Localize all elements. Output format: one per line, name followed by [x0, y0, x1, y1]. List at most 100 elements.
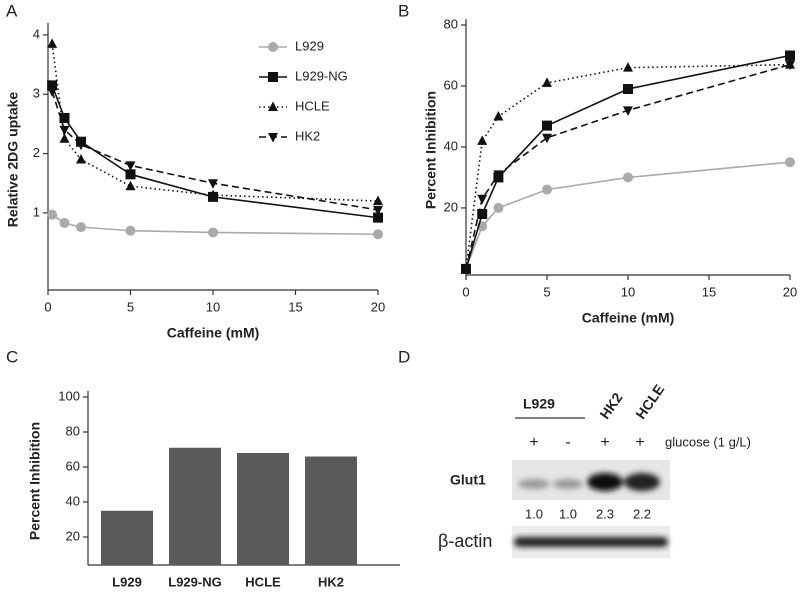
glucose-sign: + — [600, 434, 609, 451]
marker — [125, 225, 136, 236]
marker — [493, 202, 504, 213]
y-tick-label: 20 — [66, 528, 80, 543]
y-tick-label: 40 — [444, 138, 458, 153]
glucose-label: glucose (1 g/L) — [665, 434, 751, 449]
y-tick-label: 3 — [33, 86, 40, 101]
x-tick-label: 5 — [127, 299, 134, 314]
x-tick-label: 5 — [543, 284, 550, 299]
ratio: 1.0 — [559, 506, 577, 521]
marker — [47, 209, 58, 220]
marker — [47, 87, 58, 97]
group-label: L929 — [523, 396, 555, 412]
x-tick-label: 10 — [206, 299, 220, 314]
x-tick-label: HCLE — [245, 574, 281, 589]
series-line — [51, 91, 379, 211]
y-axis-label: Relative 2DG uptake — [5, 92, 21, 228]
marker — [76, 222, 86, 233]
y-tick-label: 2 — [33, 145, 40, 160]
ratio: 2.3 — [596, 506, 614, 521]
bar — [305, 456, 357, 565]
bar — [169, 447, 221, 565]
marker — [47, 80, 58, 91]
series-line — [465, 161, 791, 270]
marker — [542, 120, 552, 131]
bar — [101, 510, 153, 565]
row-label: Glut1 — [450, 472, 486, 488]
glucose-sign: - — [565, 434, 570, 451]
x-tick-label: L929 — [112, 574, 142, 589]
y-tick-label: 1 — [33, 204, 40, 219]
x-tick-label: L929-NG — [168, 574, 221, 589]
panel-letter: A — [6, 1, 18, 20]
legend-label: L929 — [295, 38, 324, 53]
marker — [125, 161, 136, 171]
series-line — [465, 54, 791, 270]
bar — [237, 453, 289, 565]
x-axis-label: Caffeine (mM) — [582, 310, 675, 326]
marker — [208, 189, 218, 200]
x-tick-label: 15 — [702, 284, 716, 299]
marker — [208, 179, 218, 189]
y-tick-label: 60 — [444, 77, 458, 92]
panel-letter: D — [398, 347, 410, 366]
ratio: 1.0 — [525, 506, 543, 521]
x-tick-label: 20 — [371, 299, 385, 314]
x-tick-label: 0 — [462, 284, 469, 299]
glucose-sign: + — [635, 434, 644, 451]
marker — [493, 110, 504, 121]
marker — [59, 112, 70, 123]
marker — [461, 264, 471, 275]
marker — [268, 72, 278, 82]
marker — [59, 125, 70, 136]
marker — [59, 133, 70, 143]
y-tick-label: 80 — [444, 16, 458, 31]
marker — [542, 77, 552, 87]
marker — [268, 101, 278, 111]
marker — [268, 42, 278, 52]
x-axis-label: Caffeine (mM) — [167, 325, 260, 341]
marker — [373, 229, 383, 240]
y-tick-label: 80 — [66, 423, 80, 438]
marker — [125, 169, 136, 180]
series-line — [51, 85, 379, 219]
y-tick-label: 20 — [444, 199, 458, 214]
y-axis-label: Percent Inhibition — [423, 91, 439, 209]
y-tick-label: 100 — [58, 388, 80, 403]
marker — [76, 154, 86, 164]
marker — [623, 84, 633, 95]
marker — [373, 205, 383, 216]
legend-label: L929-NG — [295, 68, 348, 83]
y-tick-label: 40 — [66, 493, 80, 508]
panel-letter: B — [398, 1, 409, 20]
marker — [785, 60, 795, 71]
y-axis-label: Percent Inhibition — [27, 422, 43, 540]
row-label: β-actin — [438, 531, 492, 551]
legend-label: HK2 — [295, 128, 320, 143]
marker — [76, 140, 86, 151]
marker — [542, 133, 552, 144]
marker — [493, 170, 504, 180]
glucose-sign: + — [529, 434, 538, 451]
marker — [59, 217, 70, 228]
panel-letter: C — [6, 347, 18, 366]
x-tick-label: 20 — [783, 284, 797, 299]
marker — [542, 184, 552, 195]
marker — [477, 135, 488, 145]
marker — [125, 180, 136, 191]
y-tick-label: 4 — [33, 26, 40, 41]
marker — [268, 133, 278, 143]
series-line — [465, 63, 791, 270]
marker — [623, 62, 633, 72]
marker — [373, 195, 383, 206]
y-tick-label: 60 — [66, 458, 80, 473]
x-tick-label: HK2 — [318, 574, 344, 589]
marker — [373, 212, 383, 223]
marker — [623, 172, 633, 183]
x-tick-label: 15 — [288, 299, 302, 314]
series-line — [51, 43, 379, 202]
group-label: HCLE — [632, 381, 667, 421]
western-blot: L929 HK2 HCLE + - + + glucose (1 g/L) Gl… — [438, 381, 751, 558]
marker — [623, 106, 633, 116]
marker — [477, 194, 488, 205]
